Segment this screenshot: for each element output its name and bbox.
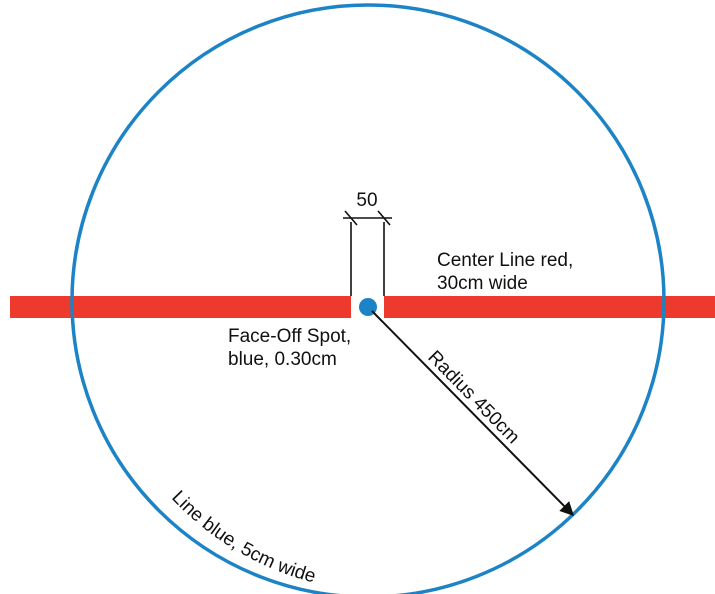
dimension-label: 50 [356, 190, 377, 211]
dimension-tick-right [377, 210, 391, 226]
radius-label: Radius 450cm [423, 347, 523, 448]
gap-dimension [343, 210, 392, 296]
center-line-label-line2: 30cm wide [437, 273, 528, 294]
dimension-tick-left [344, 210, 358, 226]
face-off-spot-label-line2: blue, 0.30cm [228, 349, 337, 370]
face-off-spot-label-line1: Face-Off Spot, [228, 326, 351, 347]
center-line-label-line1: Center Line red, [437, 250, 573, 271]
radius-arrow [371, 310, 574, 516]
face-off-circle-line [70, 3, 666, 594]
